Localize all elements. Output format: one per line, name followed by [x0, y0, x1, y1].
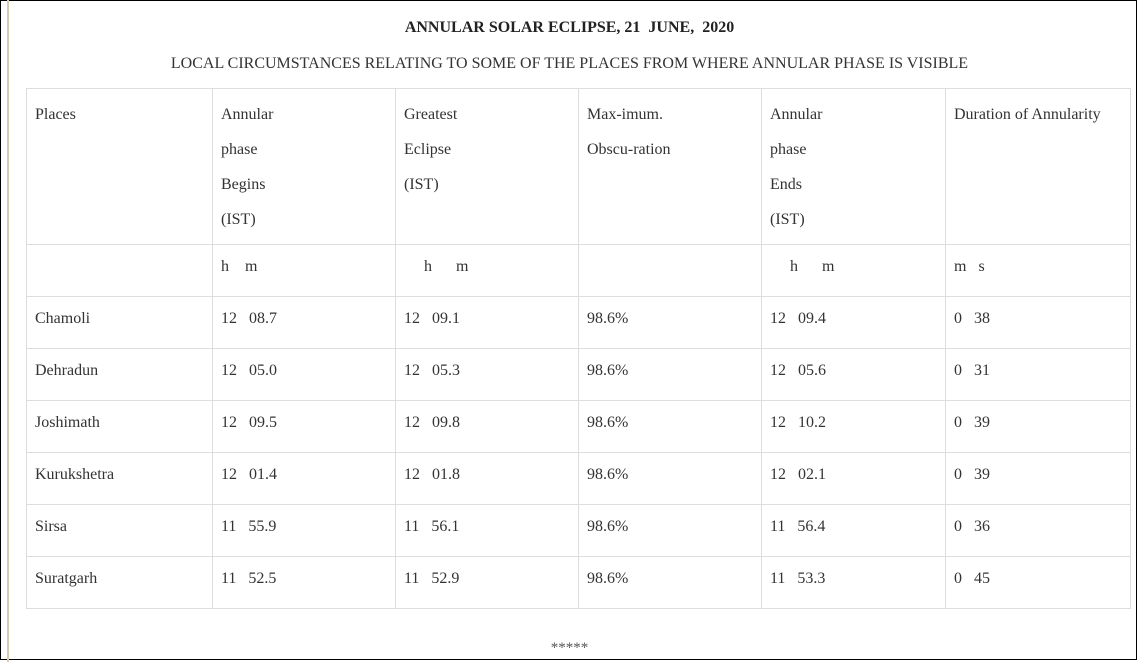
duration-cell: 0 38: [945, 296, 1131, 349]
ends-cell: 12 02.1: [761, 452, 946, 505]
obscuration-cell: 98.6%: [578, 452, 762, 505]
table-header-row: Places Annular phase Begins (IST) Greate…: [26, 88, 1131, 245]
begins-cell: 12 05.0: [212, 348, 396, 401]
table-row: Dehradun 12 05.0 12 05.3 98.6% 12 05.6 0…: [26, 348, 1131, 401]
ends-cell: 12 05.6: [761, 348, 946, 401]
greatest-cell: 12 09.8: [395, 400, 579, 453]
section-end-separator: *****: [550, 640, 589, 656]
header-places: Places: [26, 88, 213, 245]
header-maximum-obscuration: Max-imum. Obscu-ration: [578, 88, 762, 245]
place-cell: Dehradun: [26, 348, 213, 401]
duration-cell: 0 36: [945, 504, 1131, 557]
greatest-cell: 12 05.3: [395, 348, 579, 401]
begins-cell: 12 08.7: [212, 296, 396, 349]
place-cell: Kurukshetra: [26, 452, 213, 505]
greatest-cell: 11 56.1: [395, 504, 579, 557]
table-row: Chamoli 12 08.7 12 09.1 98.6% 12 09.4 0 …: [26, 296, 1131, 349]
duration-cell: 0 31: [945, 348, 1131, 401]
greatest-cell: 11 52.9: [395, 556, 579, 609]
header-greatest-eclipse: Greatest Eclipse (IST): [395, 88, 579, 245]
obscuration-cell: 98.6%: [578, 348, 762, 401]
table-row: Sirsa 11 55.9 11 56.1 98.6% 11 56.4 0 36: [26, 504, 1131, 557]
header-annular-phase-ends: Annular phase Ends (IST): [761, 88, 946, 245]
units-cell: h m: [212, 244, 396, 297]
place-cell: Suratgarh: [26, 556, 213, 609]
units-cell: m s: [945, 244, 1131, 297]
greatest-cell: 12 09.1: [395, 296, 579, 349]
header-duration-of-annularity: Duration of Annularity: [945, 88, 1131, 245]
obscuration-cell: 98.6%: [578, 400, 762, 453]
eclipse-circumstances-table: Places Annular phase Begins (IST) Greate…: [26, 88, 1131, 609]
table-row: Suratgarh 11 52.5 11 52.9 98.6% 11 53.3 …: [26, 556, 1131, 609]
place-cell: Joshimath: [26, 400, 213, 453]
greatest-cell: 12 01.8: [395, 452, 579, 505]
obscuration-cell: 98.6%: [578, 296, 762, 349]
duration-cell: 0 39: [945, 400, 1131, 453]
page-title: ANNULAR SOLAR ECLIPSE, 21 JUNE, 2020: [404, 19, 735, 36]
obscuration-cell: 98.6%: [578, 504, 762, 557]
obscuration-cell: 98.6%: [578, 556, 762, 609]
units-cell: [578, 244, 762, 297]
begins-cell: 11 52.5: [212, 556, 396, 609]
units-cell: [26, 244, 213, 297]
page-subtitle: LOCAL CIRCUMSTANCES RELATING TO SOME OF …: [170, 55, 969, 72]
units-row: h m h m h m m s: [26, 244, 1131, 297]
ends-cell: 12 09.4: [761, 296, 946, 349]
duration-cell: 0 39: [945, 452, 1131, 505]
ends-cell: 11 56.4: [761, 504, 946, 557]
units-cell: h m: [395, 244, 579, 297]
header-annular-phase-begins: Annular phase Begins (IST): [212, 88, 396, 245]
table-row: Kurukshetra 12 01.4 12 01.8 98.6% 12 02.…: [26, 452, 1131, 505]
duration-cell: 0 45: [945, 556, 1131, 609]
place-cell: Chamoli: [26, 296, 213, 349]
units-cell: h m: [761, 244, 946, 297]
begins-cell: 12 09.5: [212, 400, 396, 453]
place-cell: Sirsa: [26, 504, 213, 557]
left-margin-rule: [7, 0, 9, 662]
ends-cell: 12 10.2: [761, 400, 946, 453]
begins-cell: 12 01.4: [212, 452, 396, 505]
begins-cell: 11 55.9: [212, 504, 396, 557]
ends-cell: 11 53.3: [761, 556, 946, 609]
table-row: Joshimath 12 09.5 12 09.8 98.6% 12 10.2 …: [26, 400, 1131, 453]
